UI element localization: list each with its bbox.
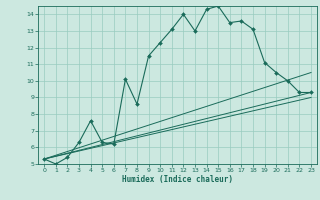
- X-axis label: Humidex (Indice chaleur): Humidex (Indice chaleur): [122, 175, 233, 184]
